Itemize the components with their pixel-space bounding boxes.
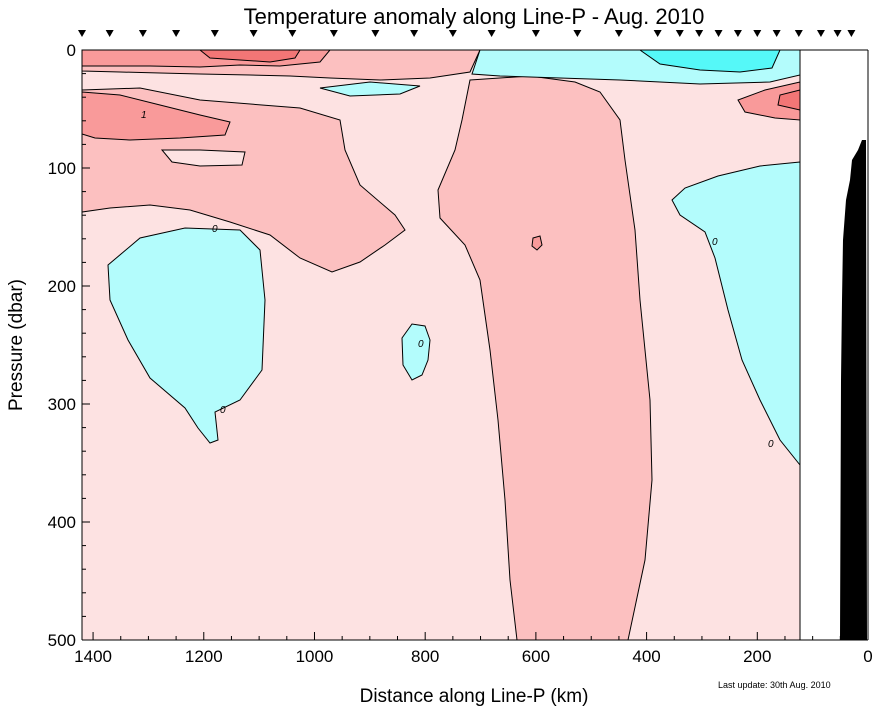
station-marker — [733, 30, 742, 37]
station-marker — [410, 30, 419, 37]
y-tick-label: 300 — [48, 395, 76, 414]
station-marker — [675, 30, 684, 37]
station-markers — [78, 30, 856, 37]
station-marker — [105, 30, 114, 37]
x-tick-label: 1200 — [185, 647, 223, 666]
station-marker — [172, 30, 181, 37]
station-marker — [487, 30, 496, 37]
station-marker — [833, 30, 842, 37]
station-marker — [371, 30, 380, 37]
y-tick-label: 500 — [48, 631, 76, 650]
x-tick-label: 400 — [632, 647, 660, 666]
last-update-note: Last update: 30th Aug. 2010 — [718, 680, 831, 690]
y-tick-label: 0 — [67, 41, 76, 60]
contour-negative-small-lens — [401, 323, 431, 381]
contour-positive-central-spot — [531, 235, 543, 251]
y-axis-label: Pressure (dbar) — [6, 279, 27, 411]
contour-negative-right-lens — [671, 161, 801, 467]
y-tick-label: 400 — [48, 513, 76, 532]
contour-negative-left-lens — [107, 227, 266, 444]
x-tick-label: 1000 — [296, 647, 334, 666]
contour-label-0-e: 0 — [768, 439, 774, 450]
x-tick-label: 200 — [743, 647, 771, 666]
station-marker — [288, 30, 297, 37]
station-marker — [210, 30, 219, 37]
contour-negative-surface-small — [319, 81, 421, 97]
chart-title: Temperature anomaly along Line-P - Aug. … — [244, 4, 705, 29]
x-axis-label: Distance along Line-P (km) — [360, 686, 589, 707]
station-marker — [816, 30, 825, 37]
x-tick-label: 1400 — [74, 647, 112, 666]
x-tick-label: 0 — [863, 647, 872, 666]
x-tick-label: 600 — [522, 647, 550, 666]
bottom-topography — [840, 140, 867, 640]
contour-label-0-d: 0 — [712, 237, 718, 248]
x-tick-label: 800 — [411, 647, 439, 666]
y-ticks: 0 100 200 300 400 500 — [48, 41, 90, 650]
station-marker — [794, 30, 803, 37]
station-marker — [753, 30, 762, 37]
station-marker — [78, 30, 86, 37]
contour-label-0-b: 0 — [220, 405, 226, 416]
station-marker — [714, 30, 723, 37]
station-marker — [573, 30, 582, 37]
station-marker — [614, 30, 623, 37]
contour-label-0-a: 0 — [212, 224, 218, 235]
station-marker — [249, 30, 258, 37]
station-marker — [653, 30, 662, 37]
contour-label-1: 1 — [141, 110, 147, 121]
station-marker — [847, 30, 856, 37]
station-marker — [531, 30, 540, 37]
station-marker — [772, 30, 781, 37]
station-marker — [138, 30, 147, 37]
contour-positive-left-core — [81, 91, 231, 141]
station-marker — [695, 30, 704, 37]
station-marker — [448, 30, 457, 37]
contour-label-0-c: 0 — [418, 339, 424, 350]
y-tick-label: 200 — [48, 277, 76, 296]
station-marker — [329, 30, 338, 37]
contour-positive-left-inner — [160, 149, 246, 167]
y-tick-label: 100 — [48, 159, 76, 178]
x-ticks: 1400 1200 1000 800 600 400 200 0 — [74, 632, 873, 666]
